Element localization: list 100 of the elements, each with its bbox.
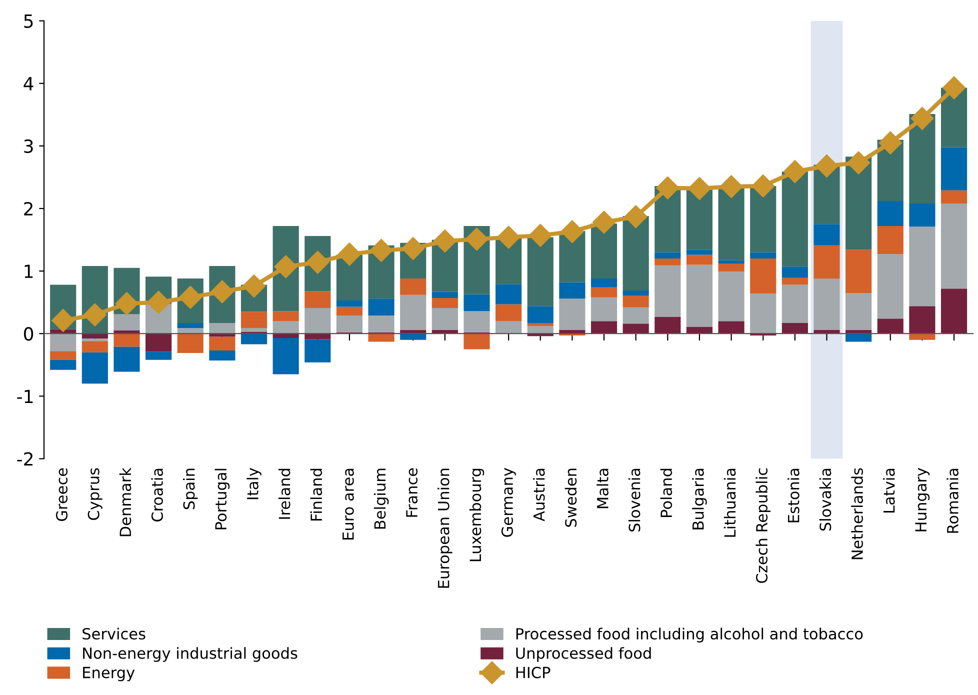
bar — [940, 190, 968, 204]
bar — [846, 250, 872, 293]
bar — [686, 326, 713, 334]
x-tick-label: Denmark — [119, 468, 132, 536]
bar — [782, 322, 808, 334]
bar — [114, 314, 140, 330]
point — [52, 308, 75, 332]
bar — [400, 278, 426, 295]
y-tick-label: -2 — [17, 452, 32, 466]
bar — [527, 237, 554, 306]
bar — [240, 328, 268, 332]
bar — [177, 322, 204, 328]
bar — [209, 322, 236, 334]
bar — [432, 298, 458, 308]
point — [720, 175, 743, 198]
y-tick-label: 1 — [24, 264, 33, 278]
bar — [432, 292, 458, 298]
x-tick-label: Poland — [660, 468, 672, 517]
x-tick-label: Austria — [532, 468, 545, 522]
x-tick-label: Bulgaria — [692, 468, 707, 530]
bar — [209, 350, 236, 360]
x-tick-label: Luxembourg — [469, 468, 484, 562]
y-tick-label: -1 — [17, 390, 33, 404]
bar — [590, 224, 618, 279]
x-tick-label: Slovakia — [819, 468, 832, 531]
bar — [432, 308, 458, 330]
bar — [718, 321, 744, 334]
bar — [336, 315, 363, 332]
bar — [940, 203, 968, 289]
bar — [527, 322, 554, 326]
bar — [782, 278, 808, 285]
bar — [814, 224, 840, 246]
bar — [336, 300, 363, 307]
bar — [654, 252, 681, 259]
bar — [622, 324, 649, 334]
bar — [400, 294, 426, 330]
bar — [814, 245, 840, 279]
bar — [909, 226, 936, 306]
x-tick-label: Slovenia — [628, 468, 640, 532]
bar — [877, 200, 904, 226]
legend-label: Unprocessed food — [516, 647, 651, 662]
bar — [940, 288, 968, 334]
x-tick-label: Belgium — [374, 468, 389, 529]
bar — [686, 264, 713, 327]
x-tick-label: Netherlands — [851, 468, 863, 560]
bar — [654, 258, 681, 266]
bar — [750, 258, 776, 294]
bar — [272, 321, 299, 334]
point — [338, 242, 361, 266]
bar — [782, 172, 808, 267]
bar — [272, 338, 299, 374]
point — [528, 224, 552, 247]
bar — [654, 316, 681, 334]
bar — [590, 321, 618, 334]
point — [497, 226, 520, 249]
y-tick-label: 5 — [24, 14, 33, 28]
bar — [686, 189, 713, 250]
bar — [82, 338, 108, 342]
bar — [718, 272, 744, 322]
bar — [718, 260, 744, 264]
bar — [82, 341, 108, 352]
bar — [686, 250, 713, 255]
bar — [877, 226, 904, 254]
bar — [464, 334, 490, 350]
y-tick-label: 4 — [24, 77, 34, 90]
bar — [368, 315, 394, 332]
point — [815, 154, 838, 178]
x-tick-label: Germany — [501, 468, 516, 537]
x-tick-label: Lithuania — [724, 468, 736, 537]
bar — [400, 334, 426, 340]
bar — [909, 306, 936, 334]
bar — [304, 291, 331, 308]
point — [752, 174, 775, 198]
point — [847, 151, 870, 174]
bar — [368, 298, 394, 316]
bar — [750, 186, 776, 252]
bar — [527, 326, 554, 334]
bar — [304, 308, 331, 334]
y-tick-label: 3 — [24, 139, 33, 154]
x-tick-label: European Union — [438, 468, 452, 588]
bar — [240, 334, 268, 344]
bar — [590, 297, 618, 322]
x-tick-label: Czech Republic — [756, 468, 770, 583]
bar — [877, 318, 904, 334]
bar — [909, 334, 936, 340]
legend-label: Energy — [83, 666, 135, 682]
point — [592, 210, 616, 234]
bar — [464, 311, 490, 332]
bar — [496, 284, 522, 304]
x-tick-label: Croatia — [151, 468, 163, 522]
point — [147, 290, 170, 314]
bar — [50, 360, 76, 370]
x-tick-label: Latvia — [882, 468, 895, 512]
bar — [50, 334, 76, 352]
bar — [846, 292, 872, 330]
x-tick-label: Finland — [310, 468, 322, 521]
bar — [686, 254, 713, 265]
bar — [782, 284, 808, 323]
bar — [750, 252, 776, 259]
bar — [209, 336, 236, 350]
